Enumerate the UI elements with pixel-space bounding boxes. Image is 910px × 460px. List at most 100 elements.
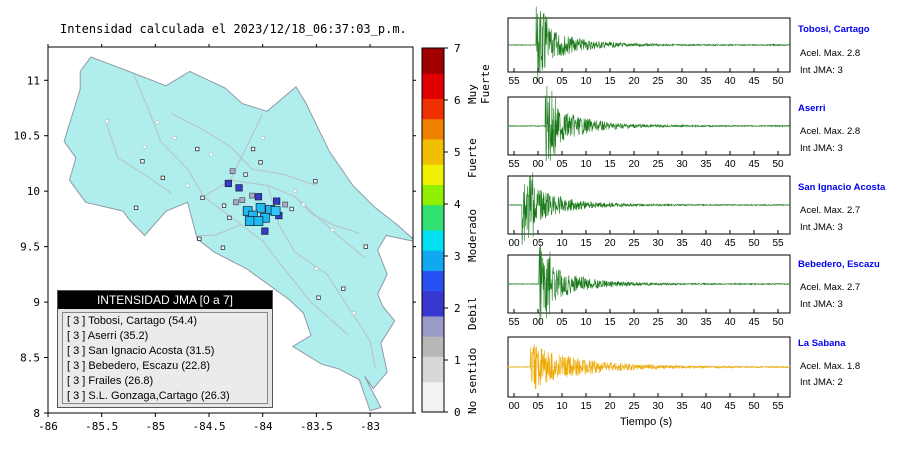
waveform-tick-label: 20: [604, 238, 616, 249]
y-tick-label: 10.5: [14, 130, 41, 143]
waveform-tick-label: 45: [748, 159, 760, 170]
colorbar-segment: [422, 68, 444, 74]
legend-item: [ 3 ] Aserri (35.2): [67, 330, 149, 342]
colorbar-segment: [422, 184, 444, 191]
colorbar-segment: [422, 285, 444, 292]
waveform-tick-label: 05: [556, 317, 568, 328]
station-marker: [253, 216, 264, 226]
waveform-int: Int JMA: 3: [800, 143, 843, 154]
colorbar-segment: [422, 73, 444, 79]
colorbar-segment: [422, 290, 444, 297]
waveform-tick-label: 30: [652, 238, 664, 249]
colorbar-segment: [422, 366, 444, 373]
waveform-tick-label: 50: [748, 238, 760, 249]
colorbar-segment: [422, 245, 444, 251]
waveform-tick-label: 55: [508, 317, 520, 328]
waveform-tick-label: 50: [748, 401, 760, 412]
colorbar-segment: [422, 255, 444, 261]
waveform-tick-label: 20: [628, 159, 640, 170]
waveform-trace: [508, 6, 791, 83]
map-frame: [47, 46, 414, 414]
colorbar-segment: [422, 305, 444, 312]
waveform-int: Int JMA: 3: [800, 65, 843, 76]
waveform-tick-label: 10: [556, 401, 568, 412]
waveform-tick-label: 25: [652, 76, 664, 87]
colorbar-segment: [422, 179, 444, 185]
road-line: [133, 74, 205, 197]
town-marker: [330, 227, 335, 233]
legend-item: [ 3 ] S.L. Gonzaga,Cartago (26.3): [67, 390, 230, 402]
town-marker: [155, 120, 160, 125]
station-marker: [224, 179, 232, 188]
town-marker: [185, 183, 190, 188]
waveform-tick-label: 35: [700, 76, 712, 87]
x-tick-label: -84: [253, 420, 273, 433]
town-marker: [301, 202, 306, 207]
colorbar-segment: [422, 169, 444, 175]
colorbar-label: Debil: [466, 296, 479, 330]
waveform-int: Int JMA: 3: [800, 222, 843, 233]
y-tick-label: 9: [33, 296, 40, 309]
waveform-tick-label: 45: [748, 76, 760, 87]
waveform-station-name: Tobosi, Cartago: [798, 24, 870, 35]
legend-list: [ 3 ] Tobosi, Cartago (54.4) [ 3 ] Aserr…: [62, 312, 268, 404]
colorbar-label: No sentido: [466, 347, 479, 414]
waveform-tick-label: 15: [604, 317, 616, 328]
waveform-trace: [507, 172, 791, 245]
colorbar-segment: [422, 204, 444, 211]
waveform-tick-label: 40: [724, 159, 736, 170]
station-marker: [140, 159, 145, 164]
colorbar-segment: [422, 310, 444, 317]
colorbar-segment: [422, 209, 444, 216]
x-tick-label: -83: [360, 420, 380, 433]
legend-item: [ 3 ] San Ignacio Acosta (31.5): [67, 345, 215, 357]
costa-rica-landmass: [63, 56, 414, 412]
station-marker: [258, 160, 263, 165]
waveform-tick-label: 10: [580, 159, 592, 170]
colorbar-label: Fuerte: [466, 138, 479, 178]
colorbar-segment: [422, 113, 444, 120]
colorbar-segment: [422, 336, 444, 342]
town-marker: [260, 135, 265, 140]
colorbar-segment: [422, 53, 444, 59]
colorbar-segment: [422, 199, 444, 206]
colorbar-segment: [422, 58, 444, 64]
station-marker: [250, 146, 256, 152]
colorbar-segment: [422, 159, 444, 165]
y-tick-label: 8.5: [20, 352, 40, 365]
legend-item: [ 3 ] Bebedero, Escazu (22.8): [67, 360, 211, 372]
road-line: [171, 113, 317, 187]
colorbar-segment: [422, 321, 444, 327]
colorbar-tick-label: 5: [454, 146, 461, 159]
colorbar-segment: [422, 78, 444, 84]
colorbar-segment: [422, 123, 444, 130]
waveform-tick-label: 05: [556, 76, 568, 87]
station-marker: [341, 286, 346, 291]
waveform-accel: Acel. Max. 2.8: [800, 126, 861, 137]
waveform-tick-label: 00: [508, 401, 520, 412]
station-marker: [316, 295, 321, 300]
colorbar-segment: [422, 235, 444, 241]
waveform-tick-label: 50: [772, 159, 784, 170]
station-marker: [235, 184, 243, 192]
legend-item: [ 3 ] Tobosi, Cartago (54.4): [67, 315, 198, 327]
colorbar-segment: [422, 214, 444, 221]
x-tick-label: -85.5: [85, 420, 118, 433]
station-marker: [254, 193, 263, 201]
waveform-tick-label: 00: [532, 159, 544, 170]
colorbar-segment: [422, 275, 444, 282]
waveform-tick-label: 35: [676, 401, 688, 412]
waveform-trace: [507, 344, 791, 389]
colorbar-segment: [422, 381, 444, 388]
waveform-tick-label: 50: [772, 317, 784, 328]
waveform-tick-label: 05: [532, 401, 544, 412]
colorbar-segment: [422, 371, 444, 378]
station-marker: [273, 197, 281, 205]
town-marker: [314, 266, 319, 271]
colorbar-segment: [422, 315, 444, 322]
station-marker: [244, 216, 255, 226]
colorbar-segment: [422, 133, 444, 140]
road-line: [267, 185, 328, 275]
station-marker: [289, 206, 294, 212]
